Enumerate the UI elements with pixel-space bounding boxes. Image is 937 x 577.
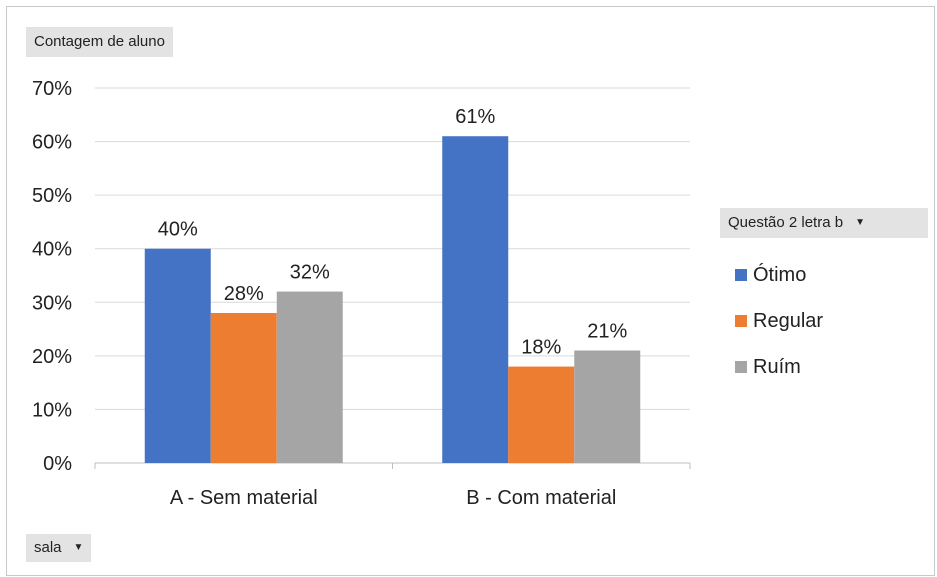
legend-label-otimo: Ótimo <box>753 263 807 286</box>
chevron-down-icon[interactable]: ▼ <box>73 542 84 554</box>
y-tick-label: 20% <box>32 346 72 368</box>
legend-item-regular: Regular <box>735 298 823 344</box>
bar <box>210 313 277 463</box>
data-label: 28% <box>224 283 264 305</box>
y-tick-label: 40% <box>32 239 72 261</box>
y-tick-label: 30% <box>32 292 72 314</box>
bar <box>276 291 343 463</box>
values-field-button[interactable]: Contagem de aluno <box>26 27 173 57</box>
legend-swatch-otimo <box>735 269 747 281</box>
legend-label-ruim: Ruím <box>753 355 801 378</box>
legend-item-ruim: Ruím <box>735 344 823 390</box>
y-tick-label: 60% <box>32 132 72 154</box>
bar <box>442 136 509 463</box>
x-category-label: A - Sem material <box>170 487 318 509</box>
legend-field-button[interactable]: Questão 2 letra b ▼ <box>720 208 928 238</box>
data-label: 18% <box>521 337 561 359</box>
y-tick-label: 10% <box>32 399 72 421</box>
chevron-down-icon[interactable]: ▼ <box>855 217 865 229</box>
values-field-label: Contagem de aluno <box>34 33 165 50</box>
y-tick-label: 0% <box>43 453 72 475</box>
y-tick-label: 70% <box>32 78 72 100</box>
chart-legend: Ótimo Regular Ruím <box>735 252 823 390</box>
bar <box>574 350 641 463</box>
axis-field-label: sala <box>34 539 62 556</box>
data-label: 32% <box>290 262 330 284</box>
legend-item-otimo: Ótimo <box>735 252 823 298</box>
x-category-label: B - Com material <box>466 487 616 509</box>
data-label: 40% <box>158 219 198 241</box>
bar <box>508 366 575 463</box>
axis-field-button[interactable]: sala ▼ <box>26 534 92 562</box>
data-label: 21% <box>587 321 627 343</box>
legend-swatch-regular <box>735 315 747 327</box>
data-label: 61% <box>455 106 495 128</box>
legend-label-regular: Regular <box>753 309 824 332</box>
legend-field-label: Questão 2 letra b <box>728 214 844 231</box>
bar <box>144 248 211 463</box>
y-tick-label: 50% <box>32 185 72 207</box>
legend-swatch-ruim <box>735 361 747 373</box>
